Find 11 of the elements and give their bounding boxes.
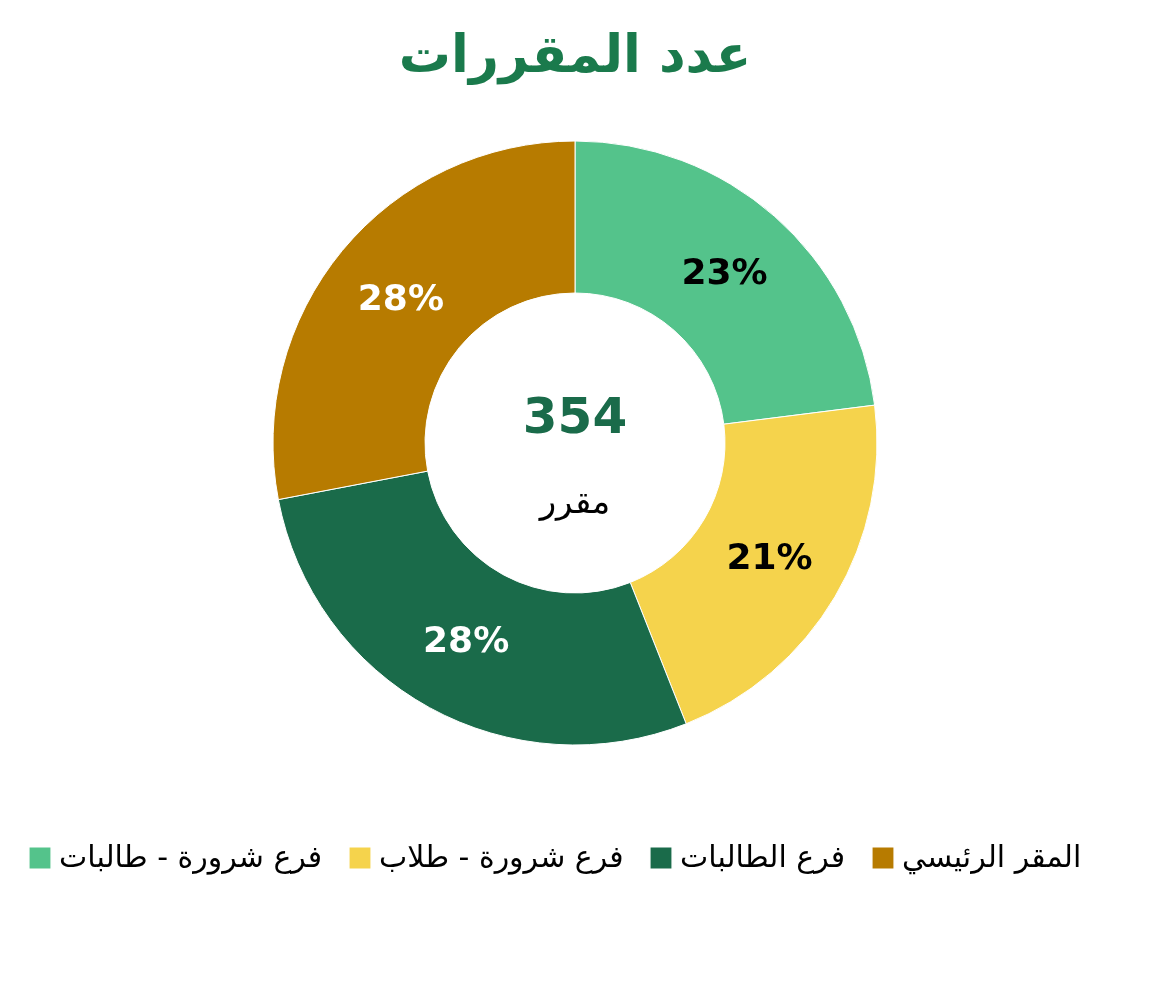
- legend-label: فرع شرورة - طلاب: [379, 839, 624, 875]
- data-label: 21%: [726, 536, 813, 578]
- chart-title: عدد المقررات: [398, 24, 752, 85]
- text: مقرر: [537, 481, 611, 522]
- legend-label: المقر الرئيسي: [902, 839, 1082, 875]
- text: 354: [522, 387, 628, 445]
- legend-label: فرع شرورة - طالبات: [59, 839, 323, 875]
- legend-label: فرع الطالبات: [680, 839, 846, 874]
- data-label: 23%: [681, 251, 768, 293]
- data-label: 28%: [423, 619, 510, 661]
- data-label: 28%: [357, 276, 444, 318]
